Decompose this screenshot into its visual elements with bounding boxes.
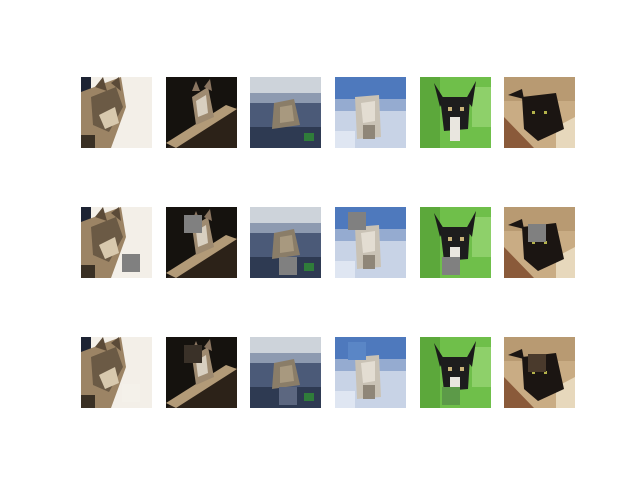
- cat-image: [504, 207, 575, 278]
- dog-image: [335, 77, 406, 148]
- tile-reconstructed-6: [504, 337, 575, 408]
- cat-image: [250, 77, 321, 148]
- tile-original-4: [335, 77, 406, 148]
- tile-masked-1: [81, 207, 152, 278]
- cat-image: [504, 337, 575, 408]
- mask-patch: [348, 212, 366, 230]
- cat-image: [81, 337, 152, 408]
- cat-image: [250, 207, 321, 278]
- tile-reconstructed-2: [166, 337, 237, 408]
- reconstructed-patch: [279, 387, 297, 405]
- tile-original-1: [81, 77, 152, 148]
- tile-original-5: [420, 77, 491, 148]
- mask-patch: [122, 254, 140, 272]
- cat-image: [81, 207, 152, 278]
- tile-original-3: [250, 77, 321, 148]
- mask-patch: [528, 224, 546, 242]
- tile-reconstructed-3: [250, 337, 321, 408]
- tile-reconstructed-4: [335, 337, 406, 408]
- tile-original-6: [504, 77, 575, 148]
- cat-image: [81, 77, 152, 148]
- tile-original-2: [166, 77, 237, 148]
- tile-masked-3: [250, 207, 321, 278]
- dog-image: [420, 207, 491, 278]
- mask-patch: [184, 215, 202, 233]
- dog-image: [420, 337, 491, 408]
- dog-image: [420, 77, 491, 148]
- tile-reconstructed-5: [420, 337, 491, 408]
- cat-image: [504, 77, 575, 148]
- tile-masked-5: [420, 207, 491, 278]
- reconstructed-patch: [348, 342, 366, 360]
- cat-image: [250, 337, 321, 408]
- dog-image: [335, 337, 406, 408]
- tile-reconstructed-1: [81, 337, 152, 408]
- tile-masked-2: [166, 207, 237, 278]
- mask-patch: [442, 257, 460, 275]
- reconstructed-patch: [442, 387, 460, 405]
- reconstructed-patch: [528, 354, 546, 372]
- dog-image: [335, 207, 406, 278]
- tile-masked-6: [504, 207, 575, 278]
- mask-patch: [279, 257, 297, 275]
- tile-masked-4: [335, 207, 406, 278]
- reconstructed-patch: [122, 384, 140, 402]
- reconstructed-patch: [184, 345, 202, 363]
- cat-image: [166, 77, 237, 148]
